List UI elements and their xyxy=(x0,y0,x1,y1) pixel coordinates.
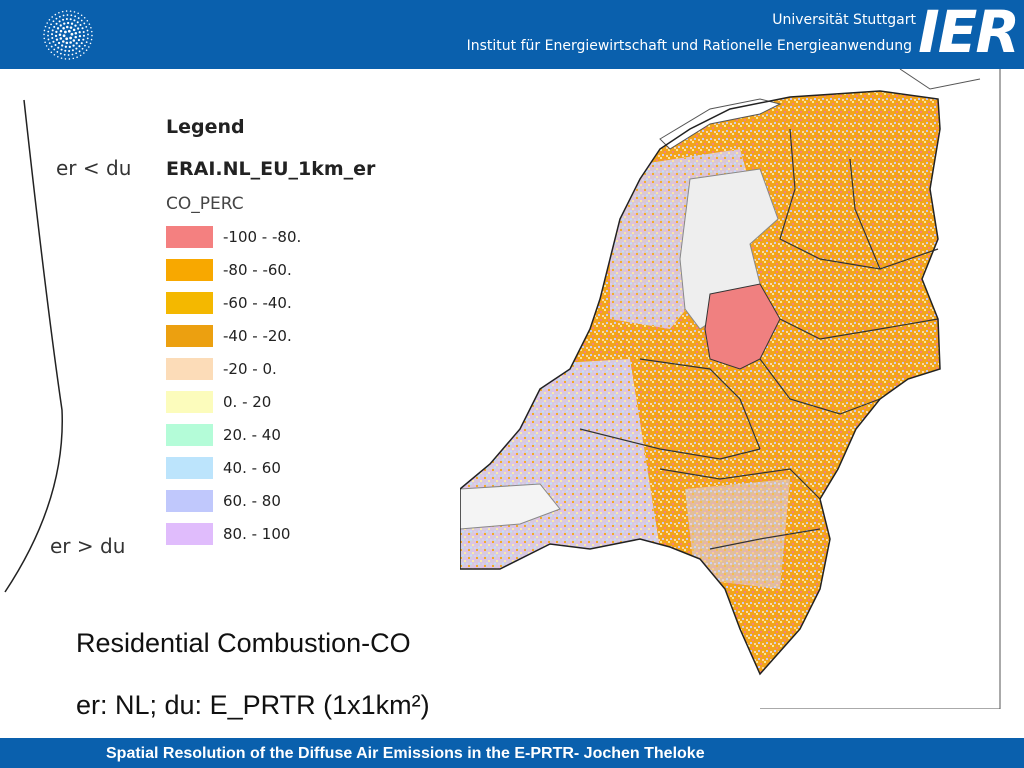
flevoland-region xyxy=(704,283,781,370)
legend-swatch xyxy=(166,226,213,248)
legend-label: 40. - 60 xyxy=(223,459,281,477)
legend-label: -80 - -60. xyxy=(223,261,292,279)
legend-swatch xyxy=(166,259,213,281)
legend-swatch xyxy=(166,424,213,446)
legend-label: -20 - 0. xyxy=(223,360,277,378)
legend-label: 0. - 20 xyxy=(223,393,272,411)
institute-name: Institut für Energiewirtschaft und Ratio… xyxy=(466,38,912,54)
national-borders xyxy=(760,69,1001,709)
label-er-greater-du: er > du xyxy=(50,534,126,558)
legend-title: Legend xyxy=(166,116,245,138)
legend-label: -40 - -20. xyxy=(223,327,292,345)
university-name: Universität Stuttgart xyxy=(772,12,916,28)
legend-layer-name: ERAI.NL_EU_1km_er xyxy=(166,158,376,180)
caption-subtitle: er: NL; du: E_PRTR (1x1km²) xyxy=(76,690,430,720)
legend-swatch xyxy=(166,490,213,512)
legend-swatch xyxy=(166,457,213,479)
legend-label: 20. - 40 xyxy=(223,426,281,444)
legend-swatch xyxy=(166,391,213,413)
left-divider-curve xyxy=(4,99,63,593)
university-logo-icon xyxy=(43,10,93,60)
wadden-islands xyxy=(659,98,782,150)
legend-swatch xyxy=(166,523,213,545)
legend-label: 60. - 80 xyxy=(223,492,281,510)
legend-swatch xyxy=(166,358,213,380)
legend-swatch xyxy=(166,325,213,347)
legend-swatch xyxy=(166,292,213,314)
delta-estuary xyxy=(460,483,561,530)
legend-label: 80. - 100 xyxy=(223,525,291,543)
caption-title: Residential Combustion-CO xyxy=(76,628,411,658)
footer-bar: Spatial Resolution of the Diffuse Air Em… xyxy=(0,738,1024,768)
ier-logo: IER xyxy=(918,0,1020,66)
netherlands-map xyxy=(460,69,1020,709)
header-bar: Universität Stuttgart Institut für Energ… xyxy=(0,0,1024,69)
legend-label: -100 - -80. xyxy=(223,228,302,246)
label-er-less-du: er < du xyxy=(56,156,132,180)
province-boundaries xyxy=(579,128,939,550)
footer-text: Spatial Resolution of the Diffuse Air Em… xyxy=(106,745,705,762)
legend-field-name: CO_PERC xyxy=(166,194,244,214)
legend-label: -60 - -40. xyxy=(223,294,292,312)
